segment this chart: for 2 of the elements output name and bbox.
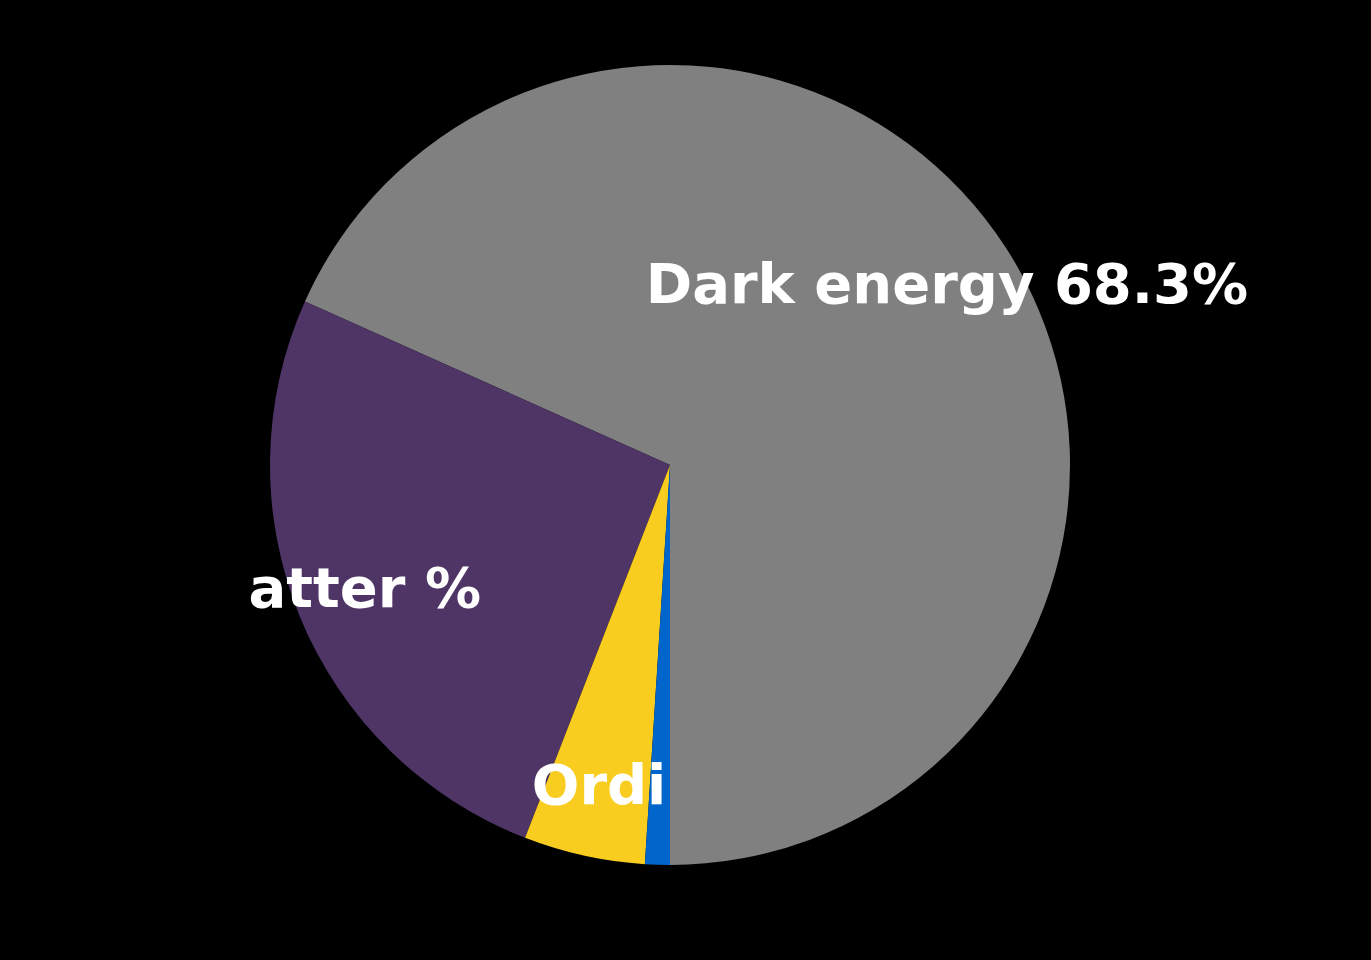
slice-label: atter % xyxy=(248,555,481,621)
pie-slice xyxy=(525,465,670,865)
